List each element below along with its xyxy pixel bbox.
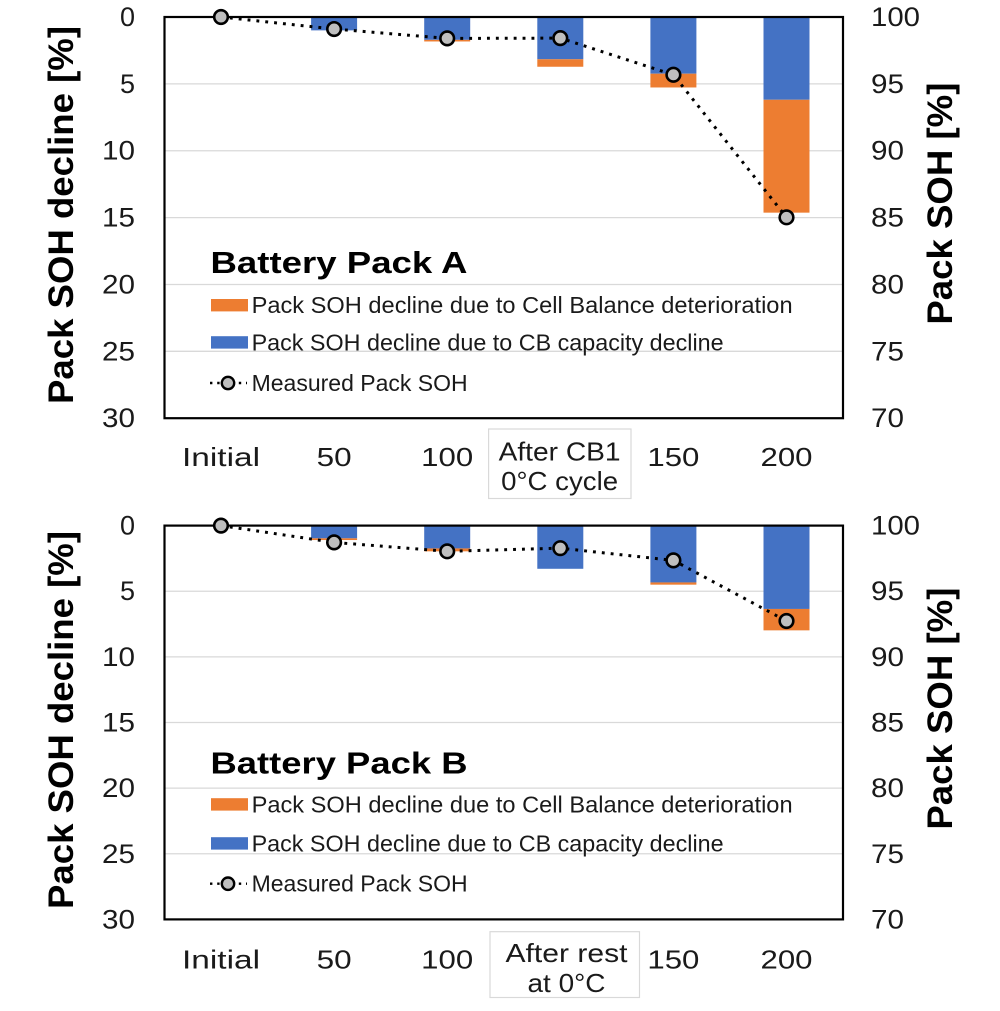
- svg-text:90: 90: [871, 136, 904, 166]
- svg-text:200: 200: [761, 945, 813, 975]
- svg-text:0°C cycle: 0°C cycle: [501, 466, 618, 496]
- svg-text:95: 95: [871, 69, 904, 99]
- svg-text:After CB1: After CB1: [499, 437, 621, 467]
- svg-text:100: 100: [421, 945, 473, 975]
- svg-text:70: 70: [871, 403, 904, 433]
- svg-text:80: 80: [871, 773, 904, 803]
- svg-text:Battery Pack A: Battery Pack A: [211, 245, 468, 280]
- svg-text:Pack SOH decline [%]: Pack SOH decline [%]: [42, 531, 81, 909]
- svg-text:20: 20: [102, 773, 135, 803]
- svg-text:25: 25: [102, 336, 135, 366]
- svg-text:100: 100: [871, 2, 920, 32]
- svg-text:75: 75: [871, 336, 904, 366]
- svg-text:Pack SOH decline due to Cell B: Pack SOH decline due to Cell Balance det…: [252, 791, 793, 817]
- svg-text:Pack SOH decline [%]: Pack SOH decline [%]: [42, 26, 81, 404]
- svg-text:100: 100: [421, 442, 473, 472]
- svg-text:5: 5: [120, 69, 135, 99]
- svg-text:Pack SOH decline due to Cell B: Pack SOH decline due to Cell Balance det…: [252, 292, 793, 318]
- svg-text:15: 15: [102, 203, 135, 233]
- svg-text:95: 95: [871, 576, 904, 606]
- svg-text:0: 0: [120, 2, 135, 32]
- svg-text:75: 75: [871, 839, 904, 869]
- svg-text:Measured Pack SOH: Measured Pack SOH: [252, 871, 468, 897]
- svg-text:50: 50: [317, 442, 352, 472]
- svg-text:200: 200: [761, 442, 813, 472]
- svg-text:After rest: After rest: [506, 938, 629, 968]
- svg-text:0: 0: [120, 511, 135, 541]
- svg-text:10: 10: [102, 136, 135, 166]
- svg-text:30: 30: [102, 904, 135, 934]
- svg-text:25: 25: [102, 839, 135, 869]
- svg-text:10: 10: [102, 642, 135, 672]
- svg-text:Pack SOH [%]: Pack SOH [%]: [921, 83, 960, 325]
- svg-text:Pack SOH decline due to CB cap: Pack SOH decline due to CB capacity decl…: [252, 830, 724, 856]
- svg-text:Pack SOH decline due to CB cap: Pack SOH decline due to CB capacity decl…: [252, 329, 724, 355]
- svg-text:80: 80: [871, 269, 904, 299]
- svg-text:70: 70: [871, 904, 904, 934]
- svg-text:85: 85: [871, 203, 904, 233]
- svg-text:150: 150: [647, 945, 699, 975]
- svg-text:150: 150: [647, 442, 699, 472]
- svg-text:Initial: Initial: [182, 442, 260, 472]
- svg-text:at 0°C: at 0°C: [528, 968, 606, 998]
- svg-text:100: 100: [871, 511, 920, 541]
- svg-text:85: 85: [871, 708, 904, 738]
- svg-text:20: 20: [102, 269, 135, 299]
- svg-text:90: 90: [871, 642, 904, 672]
- svg-text:30: 30: [102, 403, 135, 433]
- svg-text:Measured Pack SOH: Measured Pack SOH: [252, 370, 468, 396]
- svg-text:Battery Pack B: Battery Pack B: [211, 745, 468, 780]
- svg-text:Pack SOH [%]: Pack SOH [%]: [921, 588, 960, 830]
- svg-text:50: 50: [317, 945, 352, 975]
- svg-text:15: 15: [102, 708, 135, 738]
- svg-text:Initial: Initial: [182, 945, 260, 975]
- svg-text:5: 5: [120, 576, 135, 606]
